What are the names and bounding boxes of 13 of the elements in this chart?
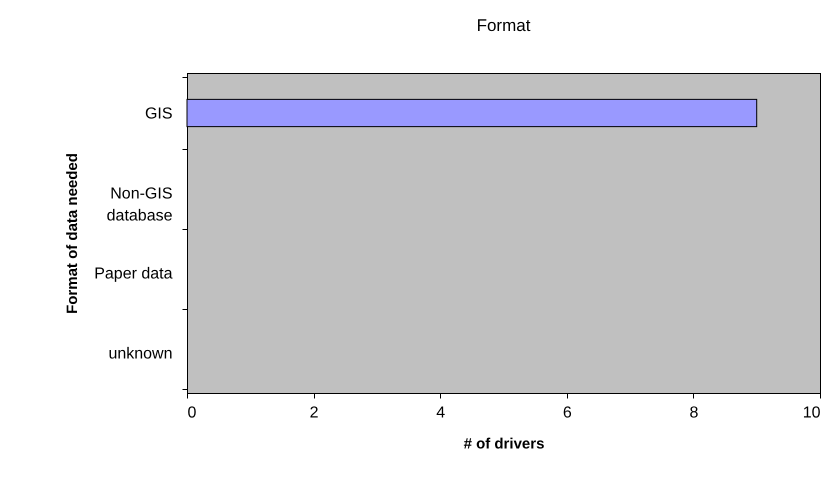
y-tick-label: Non-GIS database xyxy=(106,186,173,224)
x-tick-label: 10 xyxy=(802,404,821,422)
y-tick-label: unknown xyxy=(108,346,172,362)
x-tick-label: 2 xyxy=(310,404,319,422)
x-tick-label: 8 xyxy=(689,404,698,422)
y-tick-label: GIS xyxy=(144,106,172,122)
x-axis-title: # of drivers xyxy=(464,436,544,452)
x-tick-label: 0 xyxy=(188,404,196,422)
x-tick-label: 4 xyxy=(436,404,446,422)
x-tick-label: 6 xyxy=(562,404,572,422)
chart-title: Format xyxy=(476,16,531,35)
y-tick-label: Paper data xyxy=(94,266,173,282)
y-axis-title: Format of data needed xyxy=(64,153,82,314)
